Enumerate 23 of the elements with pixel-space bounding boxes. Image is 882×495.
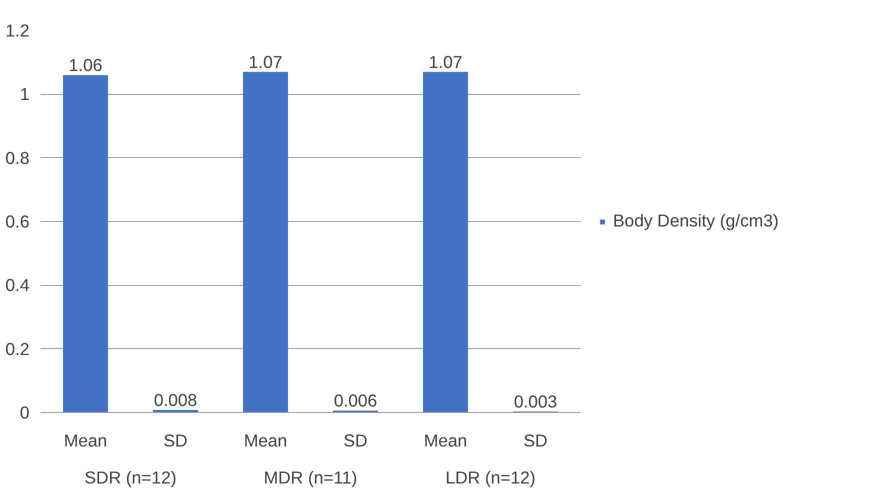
- y-tick-label: 0.8: [5, 148, 30, 168]
- x-tick-label: Mean: [424, 430, 468, 450]
- x-tick-label: SD: [523, 430, 548, 450]
- y-tick-label: 0.6: [5, 212, 30, 232]
- x-tick-label: SD: [343, 430, 368, 450]
- data-label: 1.07: [428, 52, 462, 72]
- x-tick-label: Mean: [244, 430, 288, 450]
- y-tick-label: 0.4: [5, 275, 30, 296]
- data-label: 1.07: [248, 52, 282, 72]
- y-tick-label: 0: [20, 402, 30, 422]
- y-tick-label: 0.2: [5, 338, 30, 359]
- text: LDR (n=12): [445, 468, 536, 488]
- data-label: 0.008: [154, 390, 198, 410]
- data-label: 0.006: [334, 390, 378, 411]
- text: MDR (n=11): [264, 468, 358, 488]
- data-label: 1.06: [68, 55, 102, 76]
- x-tick-label: SD: [163, 430, 188, 450]
- y-tick-label: 1.2: [5, 20, 30, 40]
- x-tick-label: Mean: [64, 430, 108, 450]
- text: SDR (n=12): [84, 468, 176, 488]
- y-tick-label: 1: [20, 84, 30, 104]
- legend-label: Body Density (g/cm3): [613, 210, 779, 232]
- data-label: 0.003: [514, 392, 558, 412]
